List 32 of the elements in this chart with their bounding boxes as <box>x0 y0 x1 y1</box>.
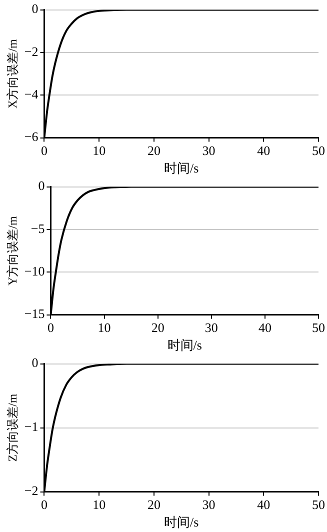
x-axis-title: 时间/s <box>167 338 202 353</box>
x-tick-label: 10 <box>92 143 106 158</box>
y-tick-label: −1 <box>24 419 38 434</box>
x-tick-label: 10 <box>98 320 111 336</box>
y-tick-label: 0 <box>32 1 38 16</box>
x-tick-label: 30 <box>202 143 216 158</box>
x-tick-label: 40 <box>257 143 270 158</box>
x-tick-label: 40 <box>257 497 270 512</box>
y-tick-label: −10 <box>24 264 45 279</box>
x-axis-title: 时间/s <box>164 514 199 530</box>
y-tick-label: 0 <box>32 355 38 370</box>
x-tick-label: 30 <box>204 320 218 336</box>
x-tick-label: 50 <box>312 143 325 158</box>
y-tick-label: 0 <box>38 178 45 194</box>
x-tick-label: 40 <box>258 320 272 336</box>
x-tick-label: 20 <box>147 497 160 512</box>
y-axis-title: Z方向误差/m <box>5 393 20 462</box>
x-axis-title: 时间/s <box>164 160 199 176</box>
x-tick-label: 50 <box>312 497 325 512</box>
y-tick-label: −2 <box>24 483 38 498</box>
x-tick-label: 10 <box>92 497 106 512</box>
y-axis-title: Y方向误差/m <box>5 215 20 286</box>
y-tick-label: −5 <box>30 220 45 236</box>
y-axis-title: X方向误差/m <box>5 38 20 108</box>
y-tick-label: −15 <box>24 306 45 322</box>
y-tick-label: −4 <box>24 86 39 102</box>
x-tick-label: 50 <box>312 320 325 336</box>
x-tick-label: 20 <box>147 143 160 158</box>
x-tick-label: 30 <box>202 497 216 512</box>
y-tick-label: −6 <box>24 129 39 144</box>
y-tick-label: −2 <box>24 44 38 59</box>
x-tick-label: 20 <box>151 320 164 336</box>
